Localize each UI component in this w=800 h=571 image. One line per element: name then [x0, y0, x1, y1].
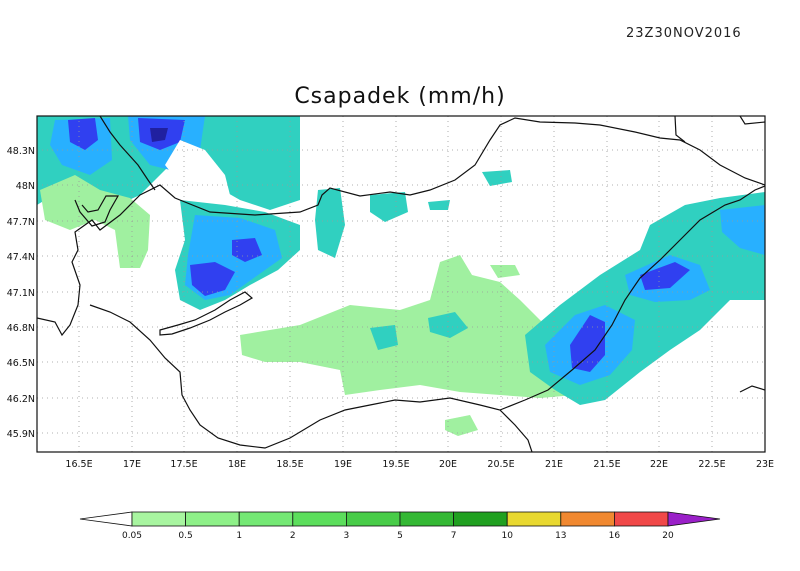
legend-swatch: [614, 511, 669, 527]
legend-swatch: [238, 511, 294, 527]
lon-label: 18.5E: [276, 459, 303, 470]
lon-label: 21E: [545, 459, 563, 470]
lat-label: 46.2N: [7, 394, 35, 405]
country-borders: [37, 116, 765, 452]
lon-label: 21.5E: [593, 459, 620, 470]
lon-label: 20.5E: [487, 459, 514, 470]
map-title: Csapadek (mm/h): [294, 84, 506, 109]
legend-level-label: 5: [397, 531, 403, 541]
lon-label: 17E: [123, 459, 141, 470]
hungary-border-east: [499, 185, 765, 411]
hungary-border: [37, 117, 765, 337]
legend-swatch-max: [667, 511, 721, 527]
precip-area-se-sky-3: [720, 205, 765, 255]
austria-slovakia-border: [74, 195, 120, 227]
precip-area-nw-green: [40, 175, 150, 268]
legend-swatch: [399, 511, 454, 527]
precip-area-nw-dark: [150, 128, 168, 142]
precip-area-central-teal: [428, 312, 468, 338]
precip-area-central: [240, 255, 580, 398]
lon-label: 17.5E: [170, 459, 197, 470]
legend-swatch: [453, 511, 508, 527]
precip-area-se-blue-2: [640, 262, 690, 290]
precip-area-west-blue-2: [232, 238, 262, 262]
legend-swatch: [131, 511, 186, 527]
lon-label: 16.5E: [65, 459, 92, 470]
lon-label: 19E: [334, 459, 352, 470]
precip-area-north-2: [370, 192, 408, 222]
timestamp-label: 23Z30NOV2016: [626, 26, 742, 41]
legend-level-label: 1: [236, 531, 242, 541]
lon-label: 19.5E: [382, 459, 409, 470]
lat-label: 46.8N: [7, 323, 35, 334]
legend-swatch: [185, 511, 240, 527]
precip-area-east-green: [490, 265, 520, 278]
precip-area-se-blue: [570, 315, 605, 372]
legend-level-label: 7: [451, 531, 457, 541]
map-frame: [36, 115, 766, 453]
legend-level-label: 0.5: [178, 531, 192, 541]
lat-label: 45.9N: [7, 429, 35, 440]
lon-label: 18E: [228, 459, 246, 470]
precip-area-south-green: [445, 415, 478, 436]
lat-label: 47.4N: [7, 252, 35, 263]
legend-swatch: [345, 511, 401, 527]
dry-area-nw: [165, 140, 230, 200]
legend-level-label: 20: [662, 531, 674, 541]
latitude-labels: 48.3N 48N 47.7N 47.4N 47.1N 46.8N 46.5N …: [7, 146, 35, 440]
legend-swatch: [506, 511, 562, 527]
precipitation-field: [37, 116, 765, 436]
precip-area-north-3: [482, 170, 512, 186]
graticule: [37, 116, 765, 452]
hungary-border-south: [89, 304, 533, 452]
longitude-labels: 16.5E 17E 17.5E 18E 18.5E 19E 19.5E 20E …: [65, 459, 774, 470]
legend-level-label: 10: [501, 531, 513, 541]
color-legend: 0.05 0.5 1 2 3 5 7 10 13 16 20: [79, 511, 721, 541]
legend-level-label: 0.05: [122, 531, 142, 541]
legend-swatch: [560, 511, 615, 527]
legend-swatch-min: [79, 511, 133, 527]
lon-label: 23E: [756, 459, 774, 470]
legend-swatch: [292, 511, 347, 527]
lon-label: 20E: [439, 459, 457, 470]
legend-level-label: 16: [609, 531, 621, 541]
precip-area-central-teal-2: [370, 325, 398, 350]
lat-label: 48.3N: [7, 146, 35, 157]
lake-balaton: [159, 291, 254, 336]
serbia-border: [739, 385, 765, 393]
precip-area-north-1: [315, 188, 345, 258]
romania-border-north: [739, 116, 765, 125]
slovakia-border: [99, 116, 156, 191]
legend-level-label: 3: [344, 531, 350, 541]
lon-label: 22E: [650, 459, 668, 470]
lat-label: 47.1N: [7, 288, 35, 299]
precip-area-nw-blue: [68, 118, 98, 150]
lat-label: 47.7N: [7, 217, 35, 228]
precip-area-north-4: [428, 200, 450, 210]
lon-label: 22.5E: [698, 459, 725, 470]
legend-level-label: 2: [290, 531, 296, 541]
lat-label: 46.5N: [7, 358, 35, 369]
ukraine-border: [674, 116, 686, 143]
precip-area-west-blue: [190, 262, 235, 296]
legend-level-label: 13: [555, 531, 566, 541]
lat-label: 48N: [16, 181, 35, 192]
